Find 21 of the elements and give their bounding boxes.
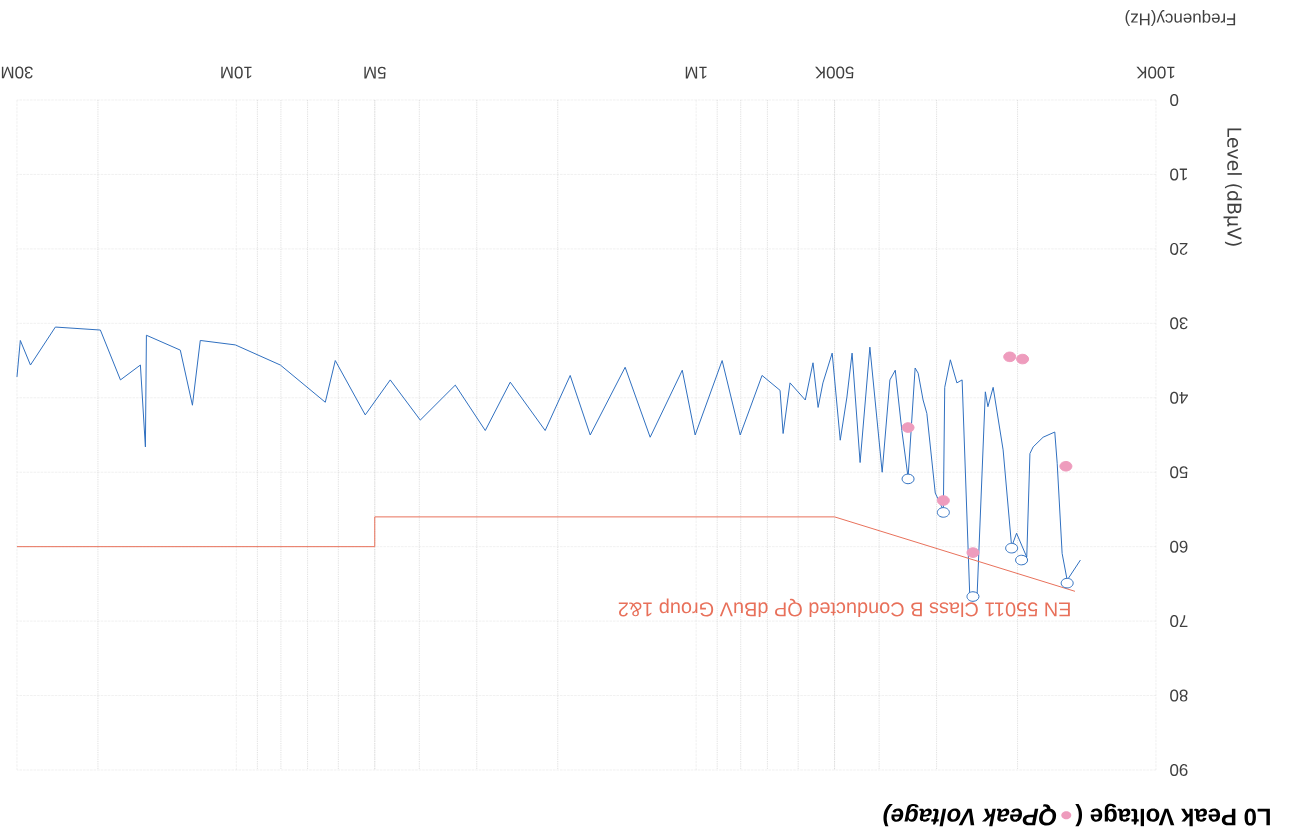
- series-label: EN 55011 Class B Conducted QP dBuV Group 1&2: [618, 598, 1070, 617]
- y-tick-label: 20: [1170, 242, 1188, 255]
- y-tick-label: 10: [1170, 168, 1188, 181]
- x-axis-title: Frequency(Hz): [1125, 10, 1236, 26]
- y-tick-label: 50: [1170, 466, 1188, 479]
- x-tick-label: 1M: [685, 66, 707, 79]
- y-tick-label: 70: [1170, 615, 1188, 628]
- y-tick-label: 40: [1170, 391, 1188, 404]
- y-axis-title: Level (dBµV): [1223, 128, 1242, 246]
- x-tick-label: 10M: [221, 66, 252, 79]
- y-tick-label: 60: [1170, 540, 1188, 553]
- legend-label: QPeak Voltage): [883, 803, 1057, 827]
- x-tick-label: 100K: [1136, 66, 1175, 79]
- x-tick-label: 30M: [1, 66, 33, 79]
- y-tick-label: 90: [1170, 763, 1188, 776]
- y-tick-label: 30: [1170, 317, 1188, 330]
- x-tick-label: 500K: [814, 66, 854, 79]
- text: L0 Peak Voltage (: [1075, 803, 1270, 827]
- y-tick-label: 0: [1170, 94, 1179, 106]
- y-tick-label: 80: [1170, 689, 1188, 702]
- x-tick-label: 5M: [364, 66, 386, 79]
